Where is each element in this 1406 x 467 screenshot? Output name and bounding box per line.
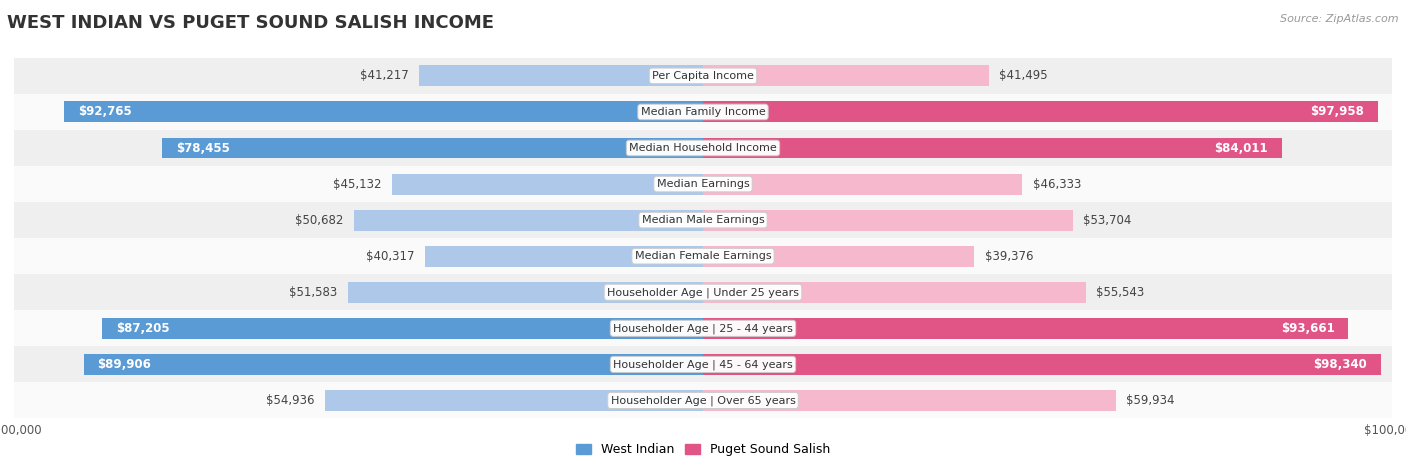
Bar: [703, 282, 1085, 303]
Text: Householder Age | Under 25 years: Householder Age | Under 25 years: [607, 287, 799, 297]
Text: Householder Age | 25 - 44 years: Householder Age | 25 - 44 years: [613, 323, 793, 333]
Bar: [347, 282, 703, 303]
Bar: [14, 347, 1392, 382]
Text: $41,217: $41,217: [360, 70, 409, 82]
Bar: [14, 58, 1392, 94]
Text: Source: ZipAtlas.com: Source: ZipAtlas.com: [1281, 14, 1399, 24]
Text: Per Capita Income: Per Capita Income: [652, 71, 754, 81]
Text: $84,011: $84,011: [1215, 142, 1268, 155]
Bar: [325, 390, 703, 411]
Bar: [83, 354, 703, 375]
Bar: [14, 202, 1392, 238]
Text: Householder Age | 45 - 64 years: Householder Age | 45 - 64 years: [613, 359, 793, 370]
Bar: [703, 318, 1348, 339]
Bar: [703, 354, 1381, 375]
Bar: [14, 310, 1392, 347]
Text: Householder Age | Over 65 years: Householder Age | Over 65 years: [610, 395, 796, 406]
Bar: [703, 246, 974, 267]
Text: $39,376: $39,376: [984, 250, 1033, 263]
Bar: [14, 382, 1392, 418]
Bar: [703, 65, 988, 86]
Bar: [703, 390, 1116, 411]
Text: Median Family Income: Median Family Income: [641, 107, 765, 117]
Text: $41,495: $41,495: [1000, 70, 1047, 82]
Text: $93,661: $93,661: [1281, 322, 1334, 335]
Text: $59,934: $59,934: [1126, 394, 1175, 407]
Text: $54,936: $54,936: [266, 394, 314, 407]
Text: $87,205: $87,205: [115, 322, 170, 335]
Text: Median Female Earnings: Median Female Earnings: [634, 251, 772, 261]
Bar: [103, 318, 703, 339]
Bar: [703, 174, 1022, 195]
Bar: [419, 65, 703, 86]
Bar: [703, 210, 1073, 231]
Bar: [354, 210, 703, 231]
Bar: [703, 101, 1378, 122]
Legend: West Indian, Puget Sound Salish: West Indian, Puget Sound Salish: [571, 439, 835, 461]
Text: $98,340: $98,340: [1313, 358, 1367, 371]
Text: $50,682: $50,682: [295, 213, 343, 226]
Bar: [703, 138, 1282, 158]
Text: $51,583: $51,583: [290, 286, 337, 299]
Bar: [14, 94, 1392, 130]
Bar: [14, 130, 1392, 166]
Text: Median Earnings: Median Earnings: [657, 179, 749, 189]
Bar: [14, 166, 1392, 202]
Text: $45,132: $45,132: [333, 177, 382, 191]
Text: $40,317: $40,317: [367, 250, 415, 263]
Text: WEST INDIAN VS PUGET SOUND SALISH INCOME: WEST INDIAN VS PUGET SOUND SALISH INCOME: [7, 14, 494, 32]
Bar: [425, 246, 703, 267]
Bar: [14, 238, 1392, 274]
Bar: [392, 174, 703, 195]
Text: $53,704: $53,704: [1083, 213, 1132, 226]
Text: $46,333: $46,333: [1032, 177, 1081, 191]
Bar: [14, 274, 1392, 310]
Text: Median Household Income: Median Household Income: [628, 143, 778, 153]
Text: $78,455: $78,455: [176, 142, 231, 155]
Text: $97,958: $97,958: [1310, 106, 1364, 119]
Text: $55,543: $55,543: [1097, 286, 1144, 299]
Bar: [163, 138, 703, 158]
Text: Median Male Earnings: Median Male Earnings: [641, 215, 765, 225]
Text: $92,765: $92,765: [77, 106, 131, 119]
Text: $89,906: $89,906: [97, 358, 152, 371]
Bar: [63, 101, 703, 122]
